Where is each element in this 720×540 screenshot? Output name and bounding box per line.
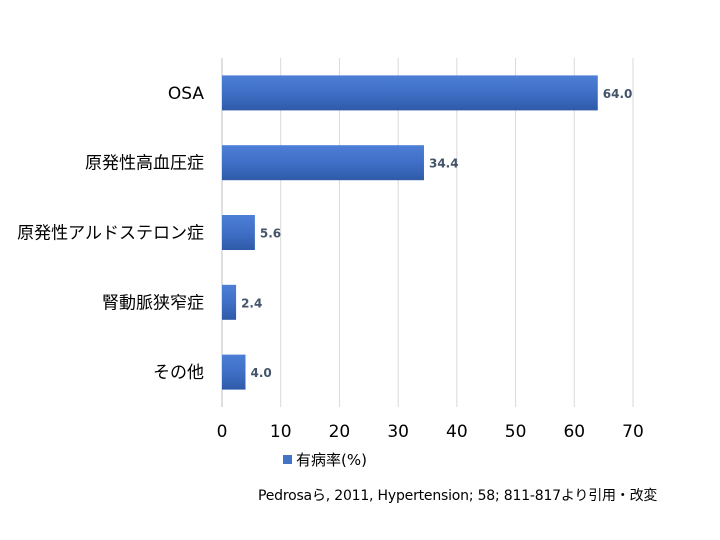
bar	[222, 284, 237, 320]
x-tick-label: 30	[387, 422, 409, 442]
data-labels: 64.0 34.4 5.6 2.4 4.0	[241, 87, 632, 380]
bar	[222, 75, 598, 111]
bar	[222, 145, 424, 181]
bar	[222, 215, 255, 250]
data-label: 2.4	[241, 296, 262, 310]
data-label: 5.6	[260, 227, 281, 241]
legend-swatch	[283, 455, 292, 464]
x-tick-label: 60	[563, 422, 585, 442]
x-tick-labels: 0 10 20 30 40 50 60 70	[217, 422, 644, 442]
legend: 有病率(%)	[283, 451, 367, 469]
legend-label: 有病率(%)	[296, 451, 367, 469]
x-tick-label: 10	[270, 422, 292, 442]
data-label: 34.4	[429, 157, 459, 171]
category-label: その他	[153, 363, 204, 383]
x-tick-label: 0	[217, 422, 228, 442]
category-label: 原発性高血圧症	[85, 154, 204, 174]
x-tick-label: 50	[505, 422, 527, 442]
data-label: 64.0	[603, 87, 633, 101]
x-tick-label: 20	[329, 422, 351, 442]
x-tick-label: 40	[446, 422, 468, 442]
category-label: 腎動脈狭窄症	[102, 293, 204, 313]
category-label: 原発性アルドステロン症	[17, 224, 204, 244]
category-label: OSA	[168, 84, 204, 104]
x-tick-label: 70	[622, 422, 644, 442]
bar	[222, 354, 246, 390]
bars	[222, 75, 598, 390]
gridlines	[221, 58, 634, 407]
source-note: Pedrosaら, 2011, Hypertension; 58; 811-81…	[258, 488, 658, 504]
data-label: 4.0	[250, 366, 271, 380]
